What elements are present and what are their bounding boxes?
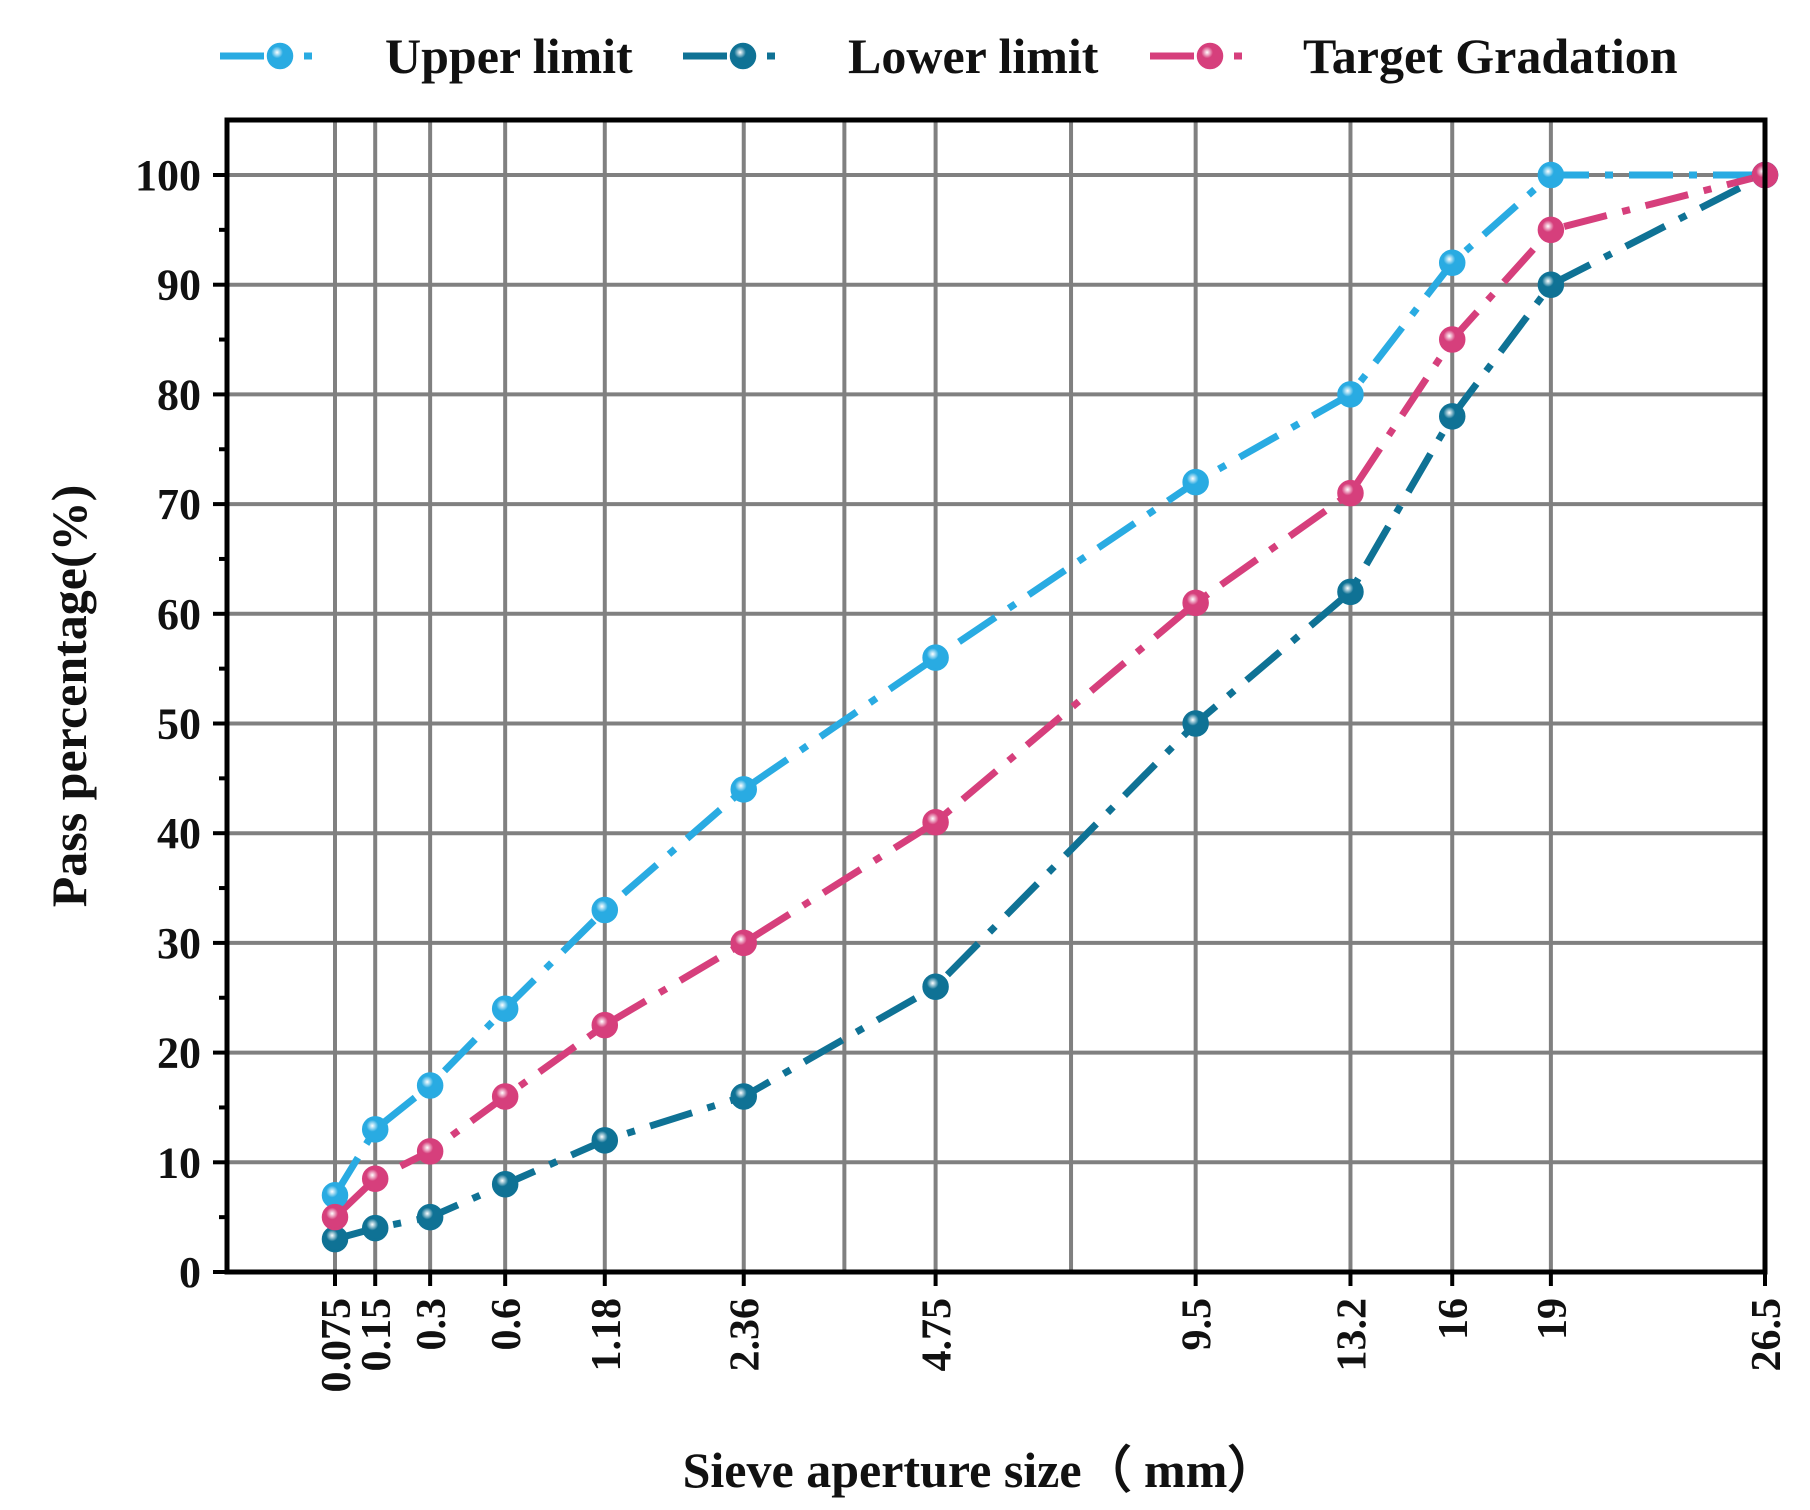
point-upper-limit-5: [730, 776, 757, 803]
point-target-gradation-9: [1438, 326, 1466, 353]
point-lower-limit-0: [321, 1225, 349, 1253]
point-lower-limit-7: [1182, 710, 1209, 737]
legend-marker-upper-limit: [266, 42, 294, 70]
x-tick-label-11: 26.5: [1744, 1298, 1790, 1372]
point-target-gradation-10: [1537, 216, 1565, 244]
legend-label-target-gradation: Target Gradation: [1303, 28, 1678, 84]
y-tick-label-7: 70: [157, 480, 201, 529]
point-upper-limit-9: [1438, 249, 1466, 277]
x-tick-label-10: 19: [1530, 1298, 1576, 1340]
x-tick-label-8: 13.2: [1329, 1298, 1375, 1372]
point-target-gradation-7: [1182, 589, 1209, 617]
legend-label-upper-limit: Upper limit: [385, 28, 633, 84]
y-axis-title: Pass percentage(%): [41, 485, 97, 908]
point-target-gradation-3: [491, 1083, 519, 1110]
point-lower-limit-4: [591, 1127, 619, 1154]
x-tick-label-4: 1.18: [584, 1298, 630, 1372]
point-lower-limit-6: [922, 973, 949, 1001]
x-tick-label-1: 0.15: [354, 1298, 400, 1372]
y-tick-label-8: 80: [157, 370, 201, 419]
point-target-gradation-6: [922, 808, 949, 836]
point-target-gradation-0: [321, 1203, 349, 1231]
point-target-gradation-8: [1337, 479, 1364, 507]
point-upper-limit-0: [321, 1181, 349, 1209]
point-lower-limit-1: [361, 1214, 389, 1242]
y-tick-label-0: 0: [179, 1248, 201, 1297]
plot-frame: [224, 117, 1768, 1275]
x-tick-label-0: 0.075: [314, 1298, 360, 1393]
series-layer: [321, 161, 1779, 1253]
point-upper-limit-6: [922, 644, 949, 671]
point-lower-limit-9: [1438, 403, 1466, 430]
point-target-gradation-1: [361, 1165, 389, 1193]
y-tick-label-4: 40: [157, 809, 201, 858]
point-lower-limit-8: [1337, 578, 1364, 606]
x-tick-label-5: 2.36: [723, 1298, 769, 1372]
legend: Upper limit Lower limit Target Gradation: [220, 28, 1678, 84]
point-lower-limit-3: [491, 1170, 519, 1198]
point-lower-limit-10: [1537, 271, 1565, 298]
x-tick-label-9: 16: [1431, 1298, 1477, 1340]
legend-label-lower-limit: Lower limit: [848, 28, 1099, 84]
point-target-gradation-4: [591, 1011, 619, 1039]
point-upper-limit-1: [361, 1116, 389, 1143]
y-tick-label-3: 30: [157, 919, 201, 968]
point-lower-limit-5: [730, 1083, 757, 1110]
x-tick-label-6: 4.75: [915, 1298, 961, 1372]
y-tick-label-6: 60: [157, 590, 201, 639]
y-tick-label-2: 20: [157, 1029, 201, 1078]
series-line-upper-limit: [332, 171, 1765, 1198]
point-lower-limit-2: [416, 1203, 444, 1231]
point-target-gradation-2: [416, 1138, 444, 1165]
point-upper-limit-7: [1182, 468, 1209, 496]
point-upper-limit-4: [591, 896, 619, 924]
legend-marker-target-gradation: [1196, 42, 1224, 70]
x-tick-label-7: 9.5: [1175, 1298, 1221, 1351]
y-tick-label-5: 50: [157, 700, 201, 749]
x-axis-title: Sieve aperture size（ mm）: [683, 1442, 1278, 1498]
x-tick-label-3: 0.6: [484, 1298, 530, 1351]
y-tick-label-1: 10: [157, 1138, 201, 1187]
legend-marker-lower-limit: [729, 42, 757, 70]
point-upper-limit-3: [491, 995, 519, 1022]
grid: [227, 120, 1767, 1272]
point-upper-limit-8: [1337, 381, 1364, 408]
point-upper-limit-2: [416, 1072, 444, 1099]
point-upper-limit-10: [1537, 161, 1565, 189]
point-target-gradation-5: [730, 929, 757, 957]
y-tick-label-10: 100: [135, 151, 201, 200]
y-tick-label-9: 90: [157, 261, 201, 310]
x-tick-label-2: 0.3: [409, 1298, 455, 1351]
